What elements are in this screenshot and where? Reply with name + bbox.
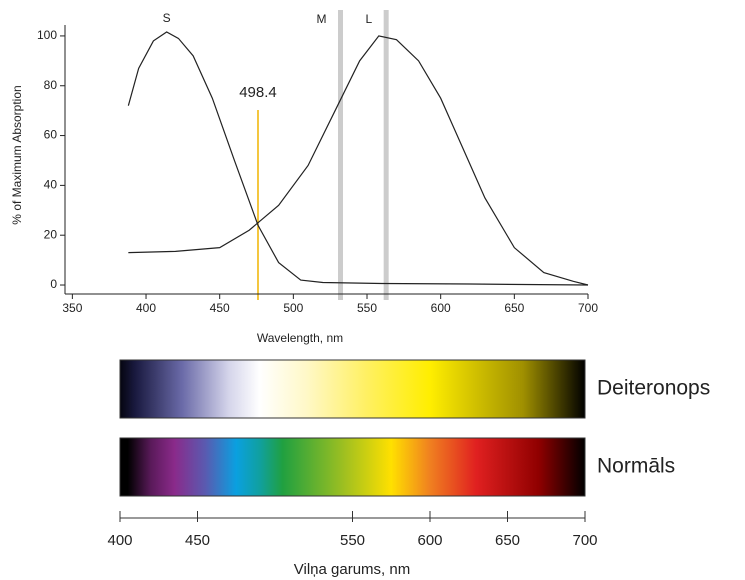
y-tick-label: 80 xyxy=(44,78,58,92)
x-tick-label: 700 xyxy=(578,301,598,315)
x-tick-label: 650 xyxy=(495,532,520,549)
x-tick-label: 650 xyxy=(504,301,524,315)
x-axis-label: Vilņa garums, nm xyxy=(294,561,410,578)
spectrum-label: Normāls xyxy=(597,455,675,478)
x-tick-label: 400 xyxy=(107,532,132,549)
marker-label: L xyxy=(365,12,372,26)
y-tick-label: 0 xyxy=(50,277,57,291)
x-axis-label: Wavelength, nm xyxy=(257,331,343,345)
curve-label: S xyxy=(163,11,171,25)
x-tick-label: 600 xyxy=(417,532,442,549)
x-tick-label: 500 xyxy=(283,301,303,315)
y-tick-label: 20 xyxy=(44,227,58,241)
curve xyxy=(128,35,589,286)
x-tick-label: 400 xyxy=(136,301,156,315)
x-tick-label: 450 xyxy=(185,532,210,549)
x-tick-label: 550 xyxy=(340,532,365,549)
spectrum-bar xyxy=(119,437,586,497)
curve xyxy=(127,31,589,286)
spectrum-label: Deiteronops xyxy=(597,377,710,400)
x-tick-label: 550 xyxy=(357,301,377,315)
y-axis-label: % of Maximum Absorption xyxy=(10,85,24,224)
x-tick-label: 600 xyxy=(431,301,451,315)
marker-label: M xyxy=(316,12,326,26)
y-tick-label: 60 xyxy=(44,128,58,142)
y-tick-label: 100 xyxy=(37,28,57,42)
x-tick-label: 450 xyxy=(210,301,230,315)
y-tick-label: 40 xyxy=(44,178,58,192)
spectrum-bar xyxy=(119,359,586,419)
marker-label: 498.4 xyxy=(239,84,277,101)
x-tick-label: 700 xyxy=(572,532,597,549)
x-tick-label: 350 xyxy=(62,301,82,315)
